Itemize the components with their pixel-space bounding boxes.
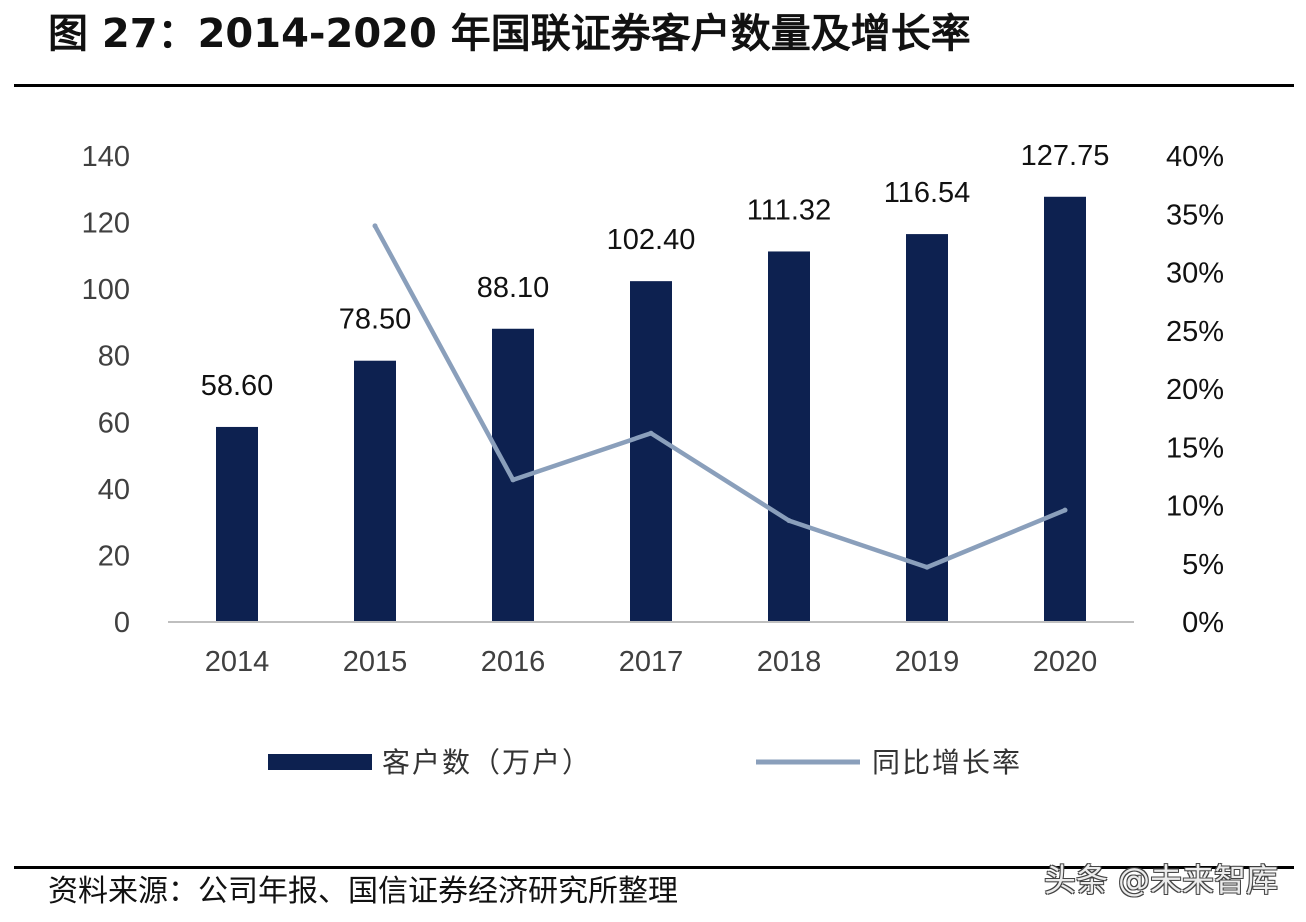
- x-tick-label: 2019: [895, 646, 960, 678]
- x-tick-label: 2015: [343, 646, 408, 678]
- top-rule: [14, 84, 1294, 87]
- bar: [216, 426, 258, 622]
- legend-bar-label: 客户数（万户）: [382, 746, 592, 779]
- y-right-tick-label: 40%: [1166, 141, 1224, 173]
- x-tick-label: 2018: [757, 646, 822, 678]
- growth-rate-point: [786, 518, 792, 524]
- y-left-tick-label: 120: [82, 208, 130, 240]
- watermark: 头条 @未来智库: [1043, 861, 1278, 899]
- legend-line-label: 同比增长率: [872, 746, 1022, 779]
- growth-rate-point: [648, 430, 654, 436]
- figure-title: 图 27：2014-2020 年国联证券客户数量及增长率: [48, 11, 971, 57]
- y-right-tick-label: 5%: [1182, 549, 1224, 581]
- bar: [354, 360, 396, 622]
- y-right-tick-label: 30%: [1166, 258, 1224, 290]
- y-right-tick-label: 20%: [1166, 374, 1224, 406]
- bar: [630, 281, 672, 622]
- bar-value-label: 116.54: [884, 177, 971, 209]
- chart: 0 20 40 60 80 100 120 140 0% 5% 10% 15% 20% 25% 30% 35%…: [82, 140, 1224, 779]
- y-right-tick-label: 0%: [1182, 607, 1224, 639]
- y-left-tick-label: 20: [98, 540, 130, 572]
- growth-rate-point: [924, 564, 930, 570]
- y-left-tick-label: 100: [82, 274, 130, 306]
- bar: [1044, 196, 1086, 622]
- growth-rate-line: [372, 223, 1068, 570]
- bar-value-label: 102.40: [607, 224, 696, 256]
- y-left-tick-label: 80: [98, 341, 130, 373]
- y-right-tick-label: 35%: [1166, 199, 1224, 231]
- bar-value-label: 111.32: [747, 194, 831, 226]
- y-left-tick-label: 40: [98, 474, 130, 506]
- legend-bar-swatch: [268, 754, 372, 770]
- growth-rate-point: [510, 477, 516, 483]
- y-right-tick-label: 10%: [1166, 491, 1224, 523]
- bottom-rule: [14, 866, 1294, 869]
- x-tick-label: 2016: [481, 646, 546, 678]
- y-left-tick-label: 60: [98, 407, 130, 439]
- growth-rate-point: [372, 223, 378, 229]
- bar-value-label: 127.75: [1021, 140, 1110, 172]
- x-tick-label: 2014: [205, 646, 270, 678]
- y-left-tick-label: 0: [114, 607, 130, 639]
- growth-rate-point: [1062, 507, 1068, 513]
- source-note: 资料来源：公司年报、国信证券经济研究所整理: [48, 874, 678, 909]
- bar-value-label: 88.10: [477, 272, 550, 304]
- y-right-tick-label: 15%: [1166, 432, 1224, 464]
- bar-value-label: 58.60: [201, 370, 274, 402]
- y-left-tick-label: 140: [82, 141, 130, 173]
- bar: [906, 234, 948, 622]
- y-right-tick-label: 25%: [1166, 316, 1224, 348]
- bar: [768, 251, 810, 622]
- bar-value-label: 78.50: [339, 304, 412, 336]
- x-tick-label: 2017: [619, 646, 684, 678]
- x-tick-label: 2020: [1033, 646, 1098, 678]
